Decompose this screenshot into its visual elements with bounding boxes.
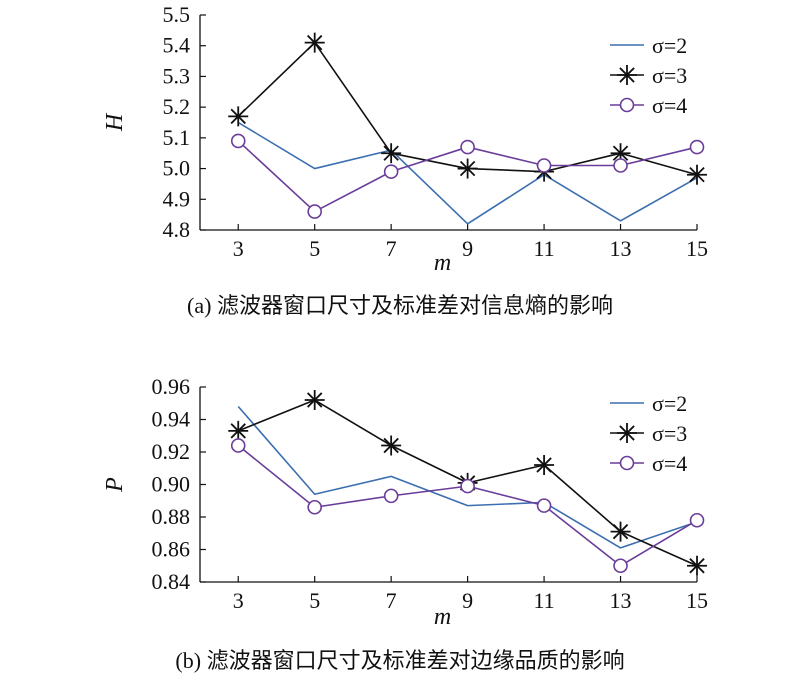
legend-marker <box>619 455 635 471</box>
data-point-marker <box>383 488 399 504</box>
y-tick-label: 5.0 <box>163 156 191 181</box>
x-tick-label: 13 <box>610 236 632 261</box>
data-point-marker <box>536 158 552 173</box>
x-tick-label: 11 <box>533 236 554 261</box>
data-point-marker <box>534 455 555 475</box>
y-tick-label: 0.92 <box>152 439 191 464</box>
data-point-marker <box>613 158 628 173</box>
data-point-marker <box>610 143 631 164</box>
y-tick-label: 5.1 <box>163 125 191 150</box>
legend-marker <box>619 97 635 113</box>
series-line-1 <box>237 405 698 549</box>
data-point-marker <box>307 204 322 219</box>
data-point-marker <box>610 521 631 542</box>
legend-label: σ=3 <box>652 421 687 446</box>
legend-marker <box>617 65 637 85</box>
legend-marker <box>617 423 637 443</box>
panel-b: 0.84 0.86 0.88 0.90 0.92 0.94 0.96 3 5 7 9 11 13 15 m P… <box>102 374 708 673</box>
figure-caption: (b) 滤波器窗口尺寸及标准差对边缘品质的影响 <box>175 648 624 673</box>
data-point-marker <box>689 512 705 528</box>
legend-label: σ=4 <box>652 93 687 118</box>
figure-caption: (a) 滤波器窗口尺寸及标准差对信息熵的影响 <box>187 293 613 318</box>
data-point-marker <box>381 143 402 164</box>
y-tick-label: 4.8 <box>163 217 191 242</box>
x-axis-label: m <box>434 250 451 276</box>
data-point-marker <box>687 164 707 185</box>
y-axis-label: P <box>102 477 128 493</box>
data-point-marker <box>228 420 249 441</box>
y-tick-label: 5.5 <box>163 2 191 27</box>
x-tick-label: 9 <box>462 236 473 261</box>
x-tick-label: 5 <box>309 236 320 261</box>
data-point-marker <box>230 133 246 149</box>
legend-label: σ=4 <box>652 451 687 476</box>
y-tick-label: 0.84 <box>152 569 191 594</box>
legend-label: σ=2 <box>652 33 687 58</box>
y-tick-label: 0.96 <box>152 374 191 399</box>
x-tick-label: 15 <box>686 588 708 613</box>
data-point-marker <box>613 558 628 574</box>
data-point-marker <box>381 435 402 456</box>
data-point-marker <box>460 478 475 494</box>
x-tick-label: 7 <box>386 588 397 613</box>
data-point-marker <box>460 139 475 155</box>
x-tick-label: 11 <box>533 588 554 613</box>
data-point-marker <box>687 555 707 576</box>
y-tick-label: 0.86 <box>152 537 191 562</box>
data-point-marker <box>304 32 325 53</box>
y-tick-label: 5.4 <box>163 33 191 58</box>
x-axis-label: m <box>434 604 451 630</box>
y-tick-label: 0.94 <box>152 407 191 432</box>
x-tick-label: 5 <box>309 588 320 613</box>
data-point-marker <box>230 438 246 453</box>
legend-label: σ=3 <box>652 63 687 88</box>
data-point-marker <box>228 106 249 127</box>
data-point-marker <box>307 499 322 515</box>
x-tick-label: 3 <box>233 236 244 261</box>
series-line-1 <box>237 121 698 225</box>
x-tick-label: 15 <box>686 236 708 261</box>
x-tick-label: 9 <box>462 588 473 613</box>
data-point-marker <box>689 139 705 155</box>
y-tick-label: 5.2 <box>163 94 191 119</box>
x-tick-label: 3 <box>233 588 244 613</box>
x-tick-label: 13 <box>610 588 632 613</box>
y-tick-label: 4.9 <box>163 186 191 211</box>
data-point-marker <box>536 498 552 513</box>
y-tick-label: 5.3 <box>163 63 191 88</box>
data-point-marker <box>457 158 478 179</box>
y-tick-label: 0.88 <box>152 504 191 529</box>
x-tick-label: 7 <box>386 236 397 261</box>
panel-a: 4.8 4.9 5.0 5.1 5.2 5.3 5.4 5.5 3 5 7 9 11 13 15 m Hσ=2 σ… <box>102 2 708 318</box>
data-point-marker <box>304 390 325 410</box>
data-point-marker <box>383 164 399 179</box>
legend-label: σ=2 <box>652 391 687 416</box>
y-axis-label: H <box>102 112 128 132</box>
y-tick-label: 0.90 <box>152 472 191 497</box>
